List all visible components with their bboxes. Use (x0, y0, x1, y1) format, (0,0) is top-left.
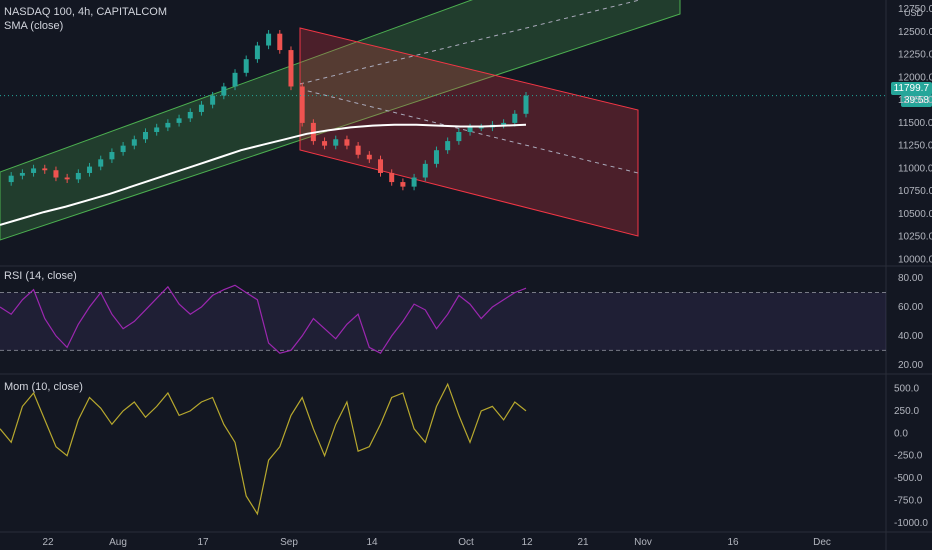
rsi-tick-label: 40.00 (898, 331, 923, 342)
rsi-band-fill (0, 292, 886, 351)
candle-body (98, 159, 104, 167)
time-tick-label: Oct (458, 537, 474, 548)
mom-pane-label: Mom (10, close) (4, 381, 83, 393)
candle-body (198, 104, 204, 112)
candle-body (221, 86, 227, 96)
time-tick-label: 16 (727, 537, 739, 548)
sma-line (0, 123, 527, 226)
mom-tick-label: 0.0 (894, 428, 908, 439)
rsi-tick-label: 80.00 (898, 273, 923, 284)
candle-body (389, 172, 395, 183)
candle-body (512, 113, 518, 123)
price-tick-label: 11750.0 (898, 95, 932, 106)
candle-body (400, 182, 406, 187)
price-tick-label: 12250.0 (898, 50, 932, 61)
candle-body (176, 118, 182, 123)
candle-body (187, 111, 193, 119)
candle-body (165, 122, 171, 128)
currency-label: USD (904, 8, 924, 18)
candle-body (87, 166, 93, 173)
chart-title: NASDAQ 100, 4h, CAPITALCOM (4, 6, 168, 18)
rising-channel-median (299, 0, 642, 85)
candle-body (75, 172, 81, 180)
rsi-tick-label: 60.00 (898, 302, 923, 313)
candle-body (42, 168, 48, 171)
price-tick-label: 12000.0 (898, 72, 932, 83)
candle-body (120, 145, 126, 153)
time-tick-label: 12 (521, 537, 533, 548)
candle-body (266, 33, 272, 46)
candle-body (433, 150, 439, 164)
candle-body (378, 159, 384, 173)
rsi-tick-label: 20.00 (898, 360, 923, 371)
candle-body (19, 172, 25, 176)
candle-body (322, 141, 328, 146)
time-tick-label: 21 (577, 537, 589, 548)
candle-body (456, 132, 462, 142)
candle-body (467, 127, 473, 132)
mom-tick-label: -750.0 (894, 495, 923, 506)
price-tick-label: 12750.0 (898, 4, 932, 15)
time-tick-label: Aug (109, 537, 127, 548)
candle-body (288, 50, 294, 87)
candle-body (445, 141, 451, 151)
candle-body (355, 145, 361, 155)
mom-tick-label: 250.0 (894, 406, 919, 417)
candle-body (523, 95, 529, 114)
candle-body (333, 139, 339, 146)
candle-body (501, 122, 507, 125)
price-tick-label: 10000.0 (898, 254, 932, 265)
time-tick-label: 14 (366, 537, 378, 548)
candle-body (64, 177, 70, 180)
candle-body (478, 127, 484, 129)
mom-tick-label: 500.0 (894, 384, 919, 395)
time-tick-label: Nov (634, 537, 652, 548)
candle-body (131, 139, 137, 146)
mom-tick-label: -1000.0 (894, 518, 928, 529)
price-tick-label: 11000.0 (898, 163, 932, 174)
price-tick-label: 10500.0 (898, 209, 932, 220)
candle-body (109, 152, 115, 160)
time-tick-label: Dec (813, 537, 831, 548)
sma-legend: SMA (close) (4, 20, 64, 32)
mom-tick-label: -250.0 (894, 451, 923, 462)
candle-body (254, 45, 260, 60)
candle-body (366, 154, 372, 160)
time-tick-label: 17 (197, 537, 209, 548)
rsi-line (0, 284, 527, 354)
price-tick-label: 11250.0 (898, 141, 932, 152)
time-tick-label: 22 (42, 537, 54, 548)
candle-body (142, 132, 148, 140)
candle-body (344, 139, 350, 146)
momentum-line (0, 382, 527, 516)
candle-body (154, 127, 160, 132)
candle-body (53, 170, 59, 178)
candle-countdown-badge: 39:58 (900, 94, 932, 107)
rising-channel (0, 0, 681, 241)
candle-body (210, 95, 216, 105)
candle-body (299, 86, 305, 123)
candle-body (8, 175, 14, 183)
price-tick-label: 10750.0 (898, 186, 932, 197)
mom-tick-label: -500.0 (894, 473, 923, 484)
falling-channel-median (299, 88, 639, 174)
time-tick-label: Sep (280, 537, 298, 548)
candle-body (31, 168, 37, 173)
candle-body (277, 33, 283, 51)
price-tick-label: 12500.0 (898, 27, 932, 38)
price-tick-label: 10250.0 (898, 232, 932, 243)
last-price-badge: 11799.7 (890, 82, 932, 95)
price-tick-label: 11500.0 (898, 118, 932, 129)
rsi-pane-label: RSI (14, close) (4, 270, 77, 282)
candle-body (232, 72, 238, 87)
candle-body (422, 163, 428, 178)
candle-body (411, 177, 417, 187)
candle-body (243, 59, 249, 73)
